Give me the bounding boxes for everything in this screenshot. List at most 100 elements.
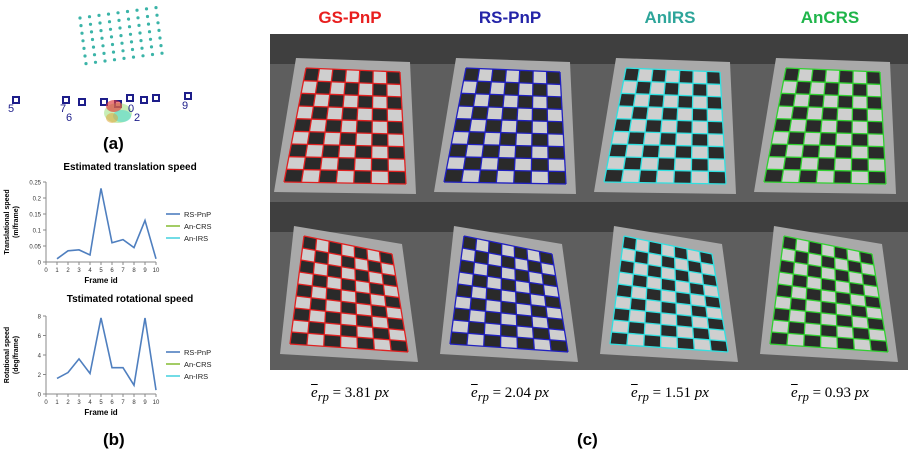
board-square: [486, 287, 502, 302]
board-square: [862, 273, 878, 287]
x-tick-label: 7: [121, 400, 125, 406]
grid-line: [443, 181, 567, 185]
y-tick-label: 0.2: [33, 197, 42, 203]
board-square: [483, 334, 501, 348]
board-square: [795, 238, 810, 253]
y-tick-label: 0.1: [33, 229, 42, 235]
board-square: [516, 303, 532, 317]
method-title-rs-pnp: RS-PnP: [478, 8, 542, 27]
grid-line: [478, 69, 494, 183]
board-square: [323, 132, 341, 146]
board-square: [659, 132, 677, 146]
checkerboard-photo: [270, 202, 430, 370]
board-square: [851, 170, 869, 184]
board-square: [486, 106, 503, 120]
board-square: [859, 251, 874, 265]
board-square: [614, 296, 632, 310]
rotational-speed-chart: 0 2 4 6 8 0 1 2 3 4 5 6 7 8 9 10 Frame id Rotational spee…: [4, 315, 212, 418]
grid-line: [443, 67, 467, 183]
grid-line: [305, 67, 401, 73]
board-square: [483, 132, 501, 146]
board-square: [837, 107, 853, 121]
board-square: [291, 320, 310, 334]
board-square: [546, 71, 561, 85]
board-square: [675, 280, 691, 294]
board-square: [836, 314, 853, 328]
board-square: [786, 333, 805, 347]
board-square: [328, 94, 345, 108]
grid-point: [150, 52, 155, 57]
grid-point: [156, 21, 160, 25]
board-square: [657, 157, 676, 171]
board-square: [822, 94, 839, 108]
board-square: [630, 297, 647, 312]
board-square: [471, 285, 487, 300]
reprojection-error-anirs: erp = 1.51 px: [631, 385, 709, 404]
board-square: [625, 144, 644, 158]
board-square: [656, 170, 675, 184]
board-square: [310, 297, 327, 312]
grid-line: [618, 105, 723, 110]
board-square: [707, 121, 724, 135]
board-square: [646, 106, 663, 120]
grid-line: [625, 67, 721, 73]
board-square: [501, 243, 515, 258]
grid-line: [785, 67, 881, 73]
board-square: [388, 328, 407, 342]
board-square: [851, 145, 869, 159]
board-square: [704, 295, 721, 309]
grid-line: [773, 319, 885, 331]
grid-line: [466, 238, 478, 346]
grid-line: [289, 343, 409, 353]
grid-line: [457, 283, 560, 299]
board-square: [648, 94, 665, 108]
x-axis-label: Frame id: [84, 408, 117, 417]
board-square: [380, 262, 396, 276]
board-square: [821, 289, 837, 304]
board-square: [514, 269, 530, 283]
grid-line: [385, 71, 390, 184]
board-square: [850, 293, 866, 307]
grid-line: [378, 251, 392, 351]
board-square: [773, 118, 792, 132]
board-square: [327, 264, 342, 279]
board-square: [623, 68, 640, 82]
grid-point: [138, 31, 142, 35]
board-square: [297, 272, 314, 286]
board-square: [703, 284, 720, 298]
board-square: [791, 285, 807, 300]
grid-point: [144, 7, 149, 11]
board-square: [608, 144, 628, 158]
grid-line: [370, 70, 374, 184]
grid-line: [611, 143, 725, 148]
board-square: [546, 83, 562, 97]
board-square: [501, 289, 517, 304]
board-square: [549, 339, 568, 352]
grid-line: [779, 271, 878, 288]
board-square: [496, 170, 515, 184]
grid-line: [300, 68, 321, 183]
grid-line: [551, 253, 569, 353]
board-square: [864, 295, 881, 309]
board-square: [320, 157, 339, 171]
board-square: [860, 262, 876, 276]
grid-line: [459, 271, 558, 288]
board-square: [692, 83, 708, 97]
board-square: [314, 250, 329, 265]
board-square: [692, 108, 708, 122]
grid-point: [88, 22, 93, 26]
legend-label: An-CRS: [184, 360, 212, 369]
board-square: [373, 338, 392, 351]
board-square: [532, 83, 548, 97]
board-square: [457, 272, 474, 286]
board-square: [515, 291, 531, 305]
board-square: [371, 158, 389, 172]
board-square: [338, 145, 356, 159]
photo-canvas: [270, 202, 430, 370]
board-square: [834, 269, 850, 283]
board-square: [372, 108, 388, 122]
board-square: [835, 280, 851, 294]
grid-point: [148, 37, 153, 41]
board-square: [371, 145, 389, 159]
grid-line: [609, 235, 625, 345]
